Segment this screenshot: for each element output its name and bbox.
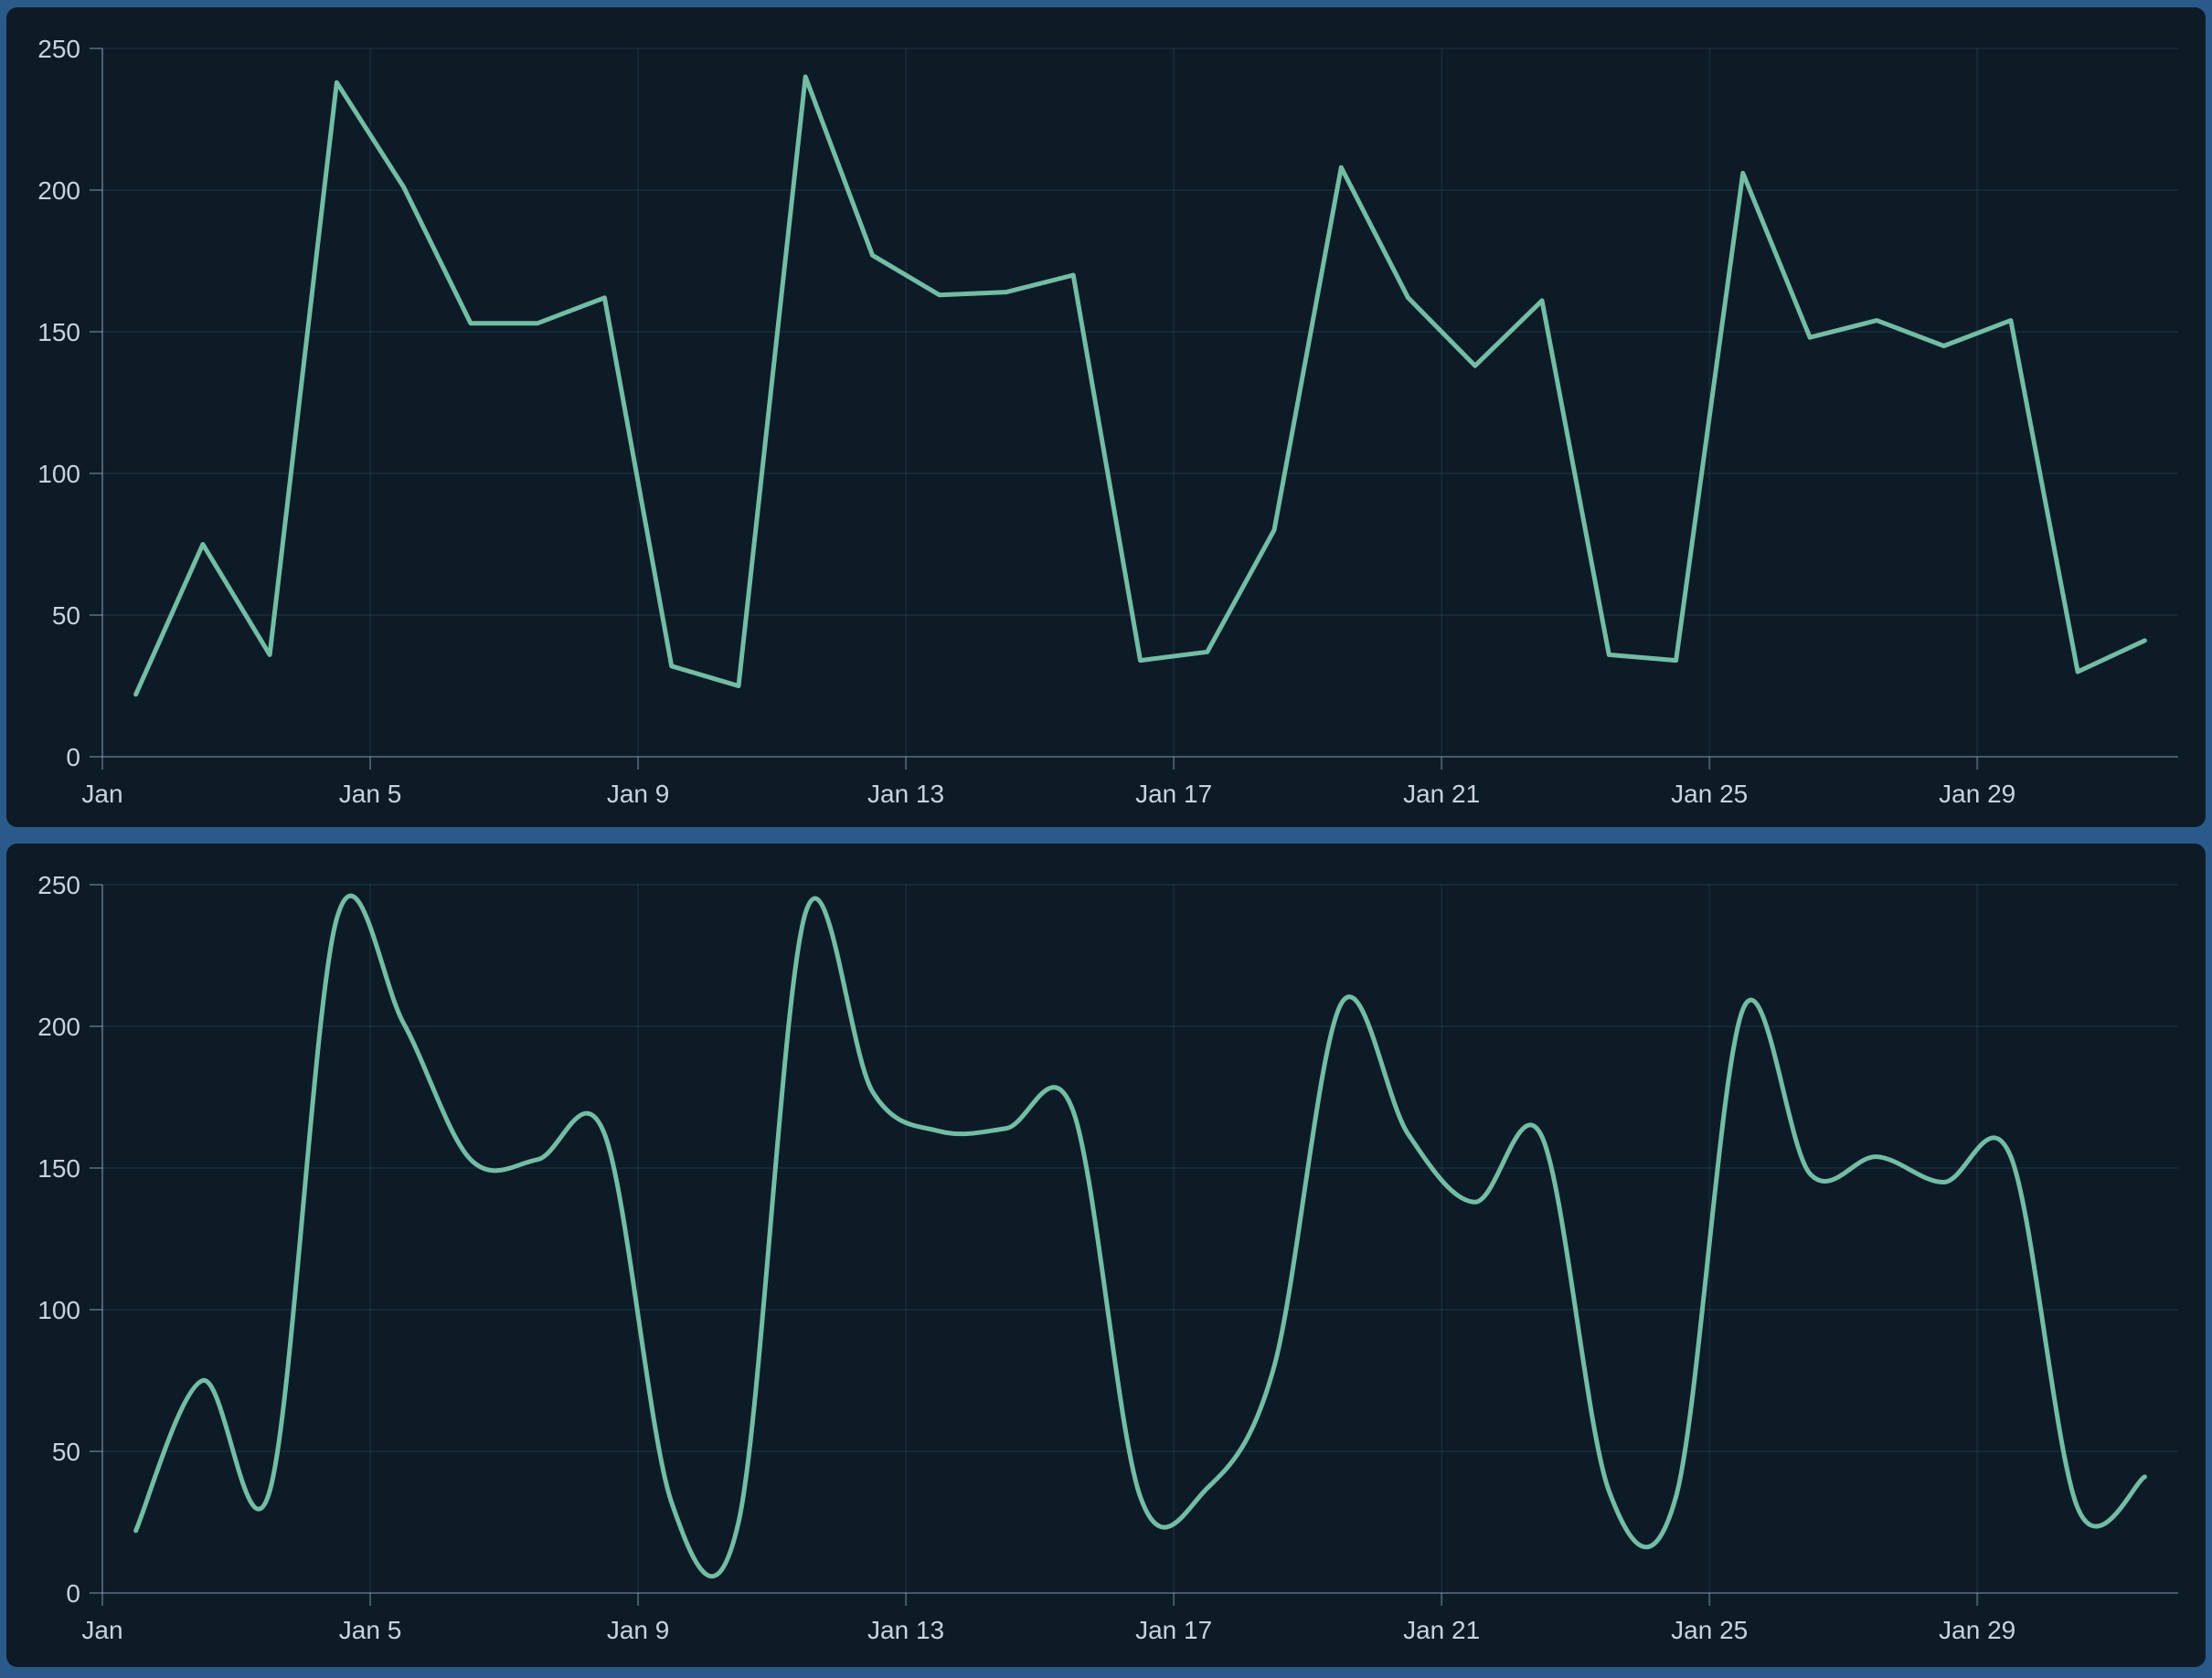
chart-panel-smooth-line: 0 50 100 150 200 250 Jan Jan 5 Jan 9 Jan 13 Jan 17…	[6, 844, 2206, 1667]
y-axis-label: 250	[37, 871, 80, 899]
series-line	[133, 74, 2147, 697]
y-axis-label: 200	[37, 1013, 80, 1041]
x-axis-label: Jan 9	[607, 780, 670, 808]
x-axis-label: Jan 13	[867, 780, 944, 808]
x-axis-label: Jan 25	[1671, 1616, 1748, 1644]
x-axis-label: Jan	[81, 1616, 122, 1644]
x-axis-label: Jan 17	[1135, 780, 1212, 808]
y-axis-label: 100	[37, 460, 80, 488]
x-axis-label: Jan 21	[1403, 780, 1480, 808]
x-axis-label: Jan 25	[1671, 780, 1748, 808]
line-chart-straight[interactable]: 0 50 100 150 200 250 Jan Jan 5 Jan 9 Jan 13 Jan 17…	[6, 7, 2206, 827]
y-axis-label: 0	[66, 743, 80, 771]
y-axis-label: 200	[37, 176, 80, 205]
chart-panel-straight-line: 0 50 100 150 200 250 Jan Jan 5 Jan 9 Jan 13 Jan 17…	[6, 7, 2206, 827]
y-axis-label: 250	[37, 35, 80, 63]
x-axis-label: Jan	[81, 780, 122, 808]
y-axis-label: 50	[52, 1438, 80, 1466]
line-chart-smooth[interactable]: 0 50 100 150 200 250 Jan Jan 5 Jan 9 Jan 13 Jan 17…	[6, 844, 2206, 1667]
y-axis-label: 100	[37, 1296, 80, 1324]
x-axis-label: Jan 21	[1403, 1616, 1480, 1644]
x-axis-label: Jan 29	[1939, 780, 2015, 808]
y-axis-label: 150	[37, 318, 80, 346]
y-axis-label: 50	[52, 601, 80, 630]
x-axis-label: Jan 9	[607, 1616, 670, 1644]
series-line	[133, 893, 2147, 1579]
x-axis-label: Jan 5	[339, 780, 402, 808]
x-axis-label: Jan 29	[1939, 1616, 2015, 1644]
x-axis-label: Jan 5	[339, 1616, 402, 1644]
y-axis-label: 150	[37, 1154, 80, 1183]
x-axis-label: Jan 13	[867, 1616, 944, 1644]
y-axis-label: 0	[66, 1579, 80, 1608]
x-axis-label: Jan 17	[1135, 1616, 1212, 1644]
